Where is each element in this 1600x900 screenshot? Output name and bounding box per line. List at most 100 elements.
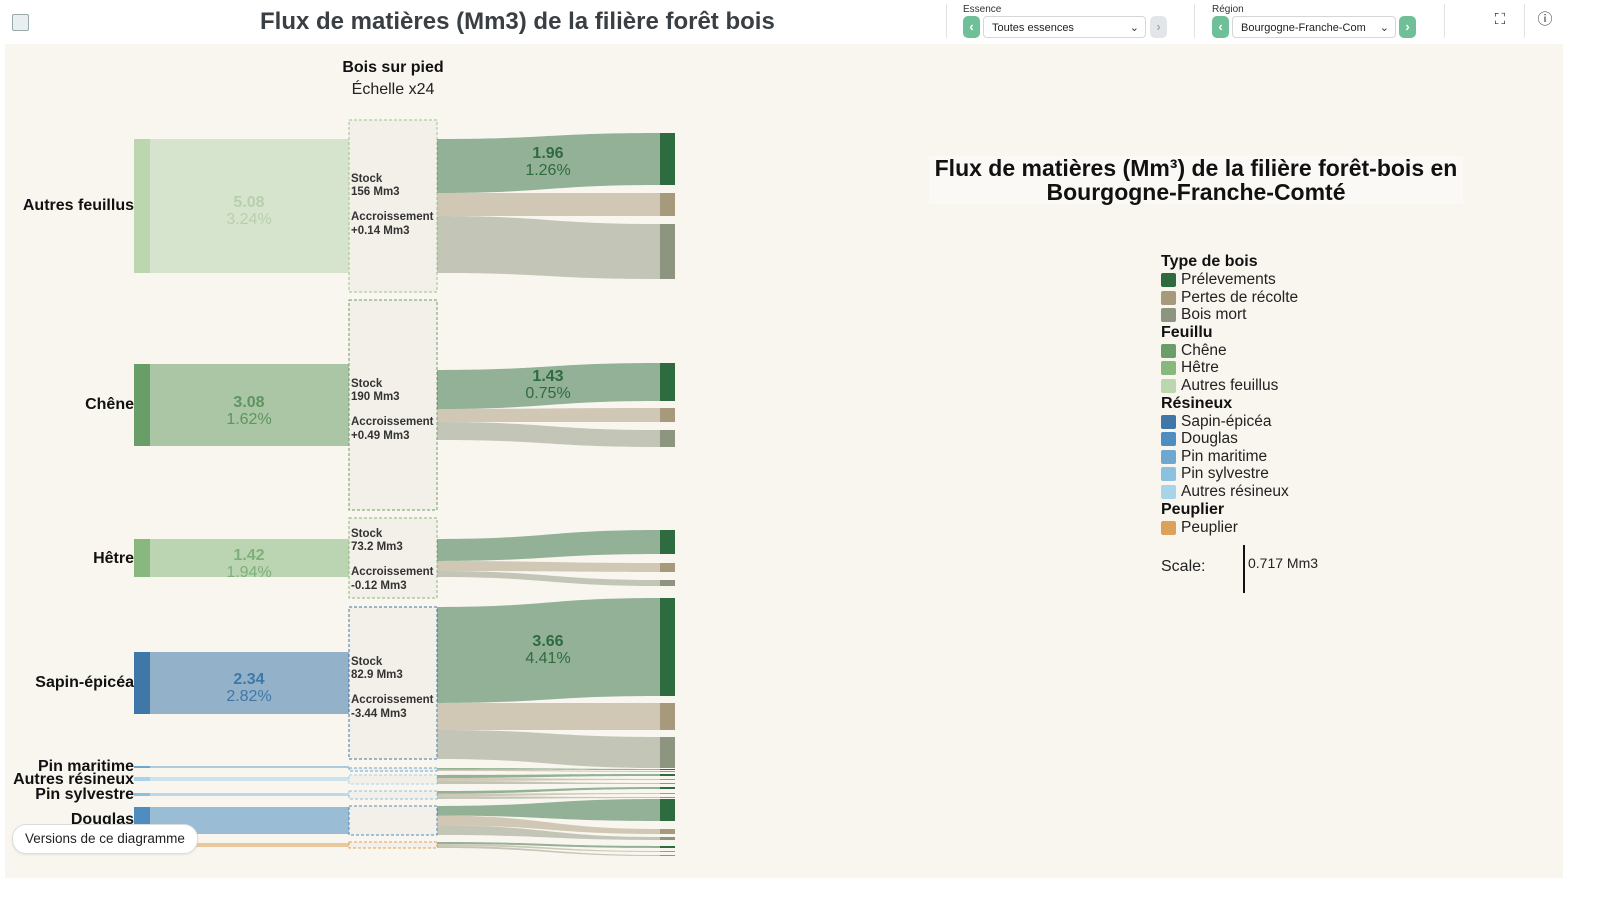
output-node	[660, 737, 675, 768]
output-node	[660, 408, 675, 422]
legend-swatch	[1161, 343, 1176, 358]
legend-item-label: Bois mort	[1181, 306, 1247, 324]
legend: Type de bois Prélevements Pertes de récolt…	[1161, 253, 1401, 536]
output-node	[660, 224, 675, 279]
species-node	[134, 364, 150, 446]
accroissement-flow	[150, 139, 349, 273]
species-node	[134, 766, 150, 768]
accroissement-label: Accroissement	[351, 416, 434, 428]
accroissement-value: -3.44 Mm3	[351, 708, 407, 720]
essence-label: Essence	[963, 4, 1002, 15]
legend-item-label: Pertes de récolte	[1181, 288, 1299, 306]
output-node	[660, 133, 675, 185]
species-node	[134, 793, 150, 796]
scale: Scale: 0.717 Mm3	[1161, 545, 1401, 595]
flow-percent-label: 1.62%	[226, 411, 271, 428]
divider	[1524, 4, 1525, 38]
stock-box	[348, 517, 438, 599]
legend-swatch	[1161, 308, 1176, 323]
divider	[1444, 4, 1445, 38]
legend-swatch	[1161, 520, 1176, 535]
output-node	[660, 793, 675, 794]
legend-item: Bois mort	[1161, 306, 1401, 324]
accroissement-label: Accroissement	[351, 694, 434, 706]
legend-group-title: Feuillu	[1161, 323, 1213, 341]
legend-item: Douglas	[1161, 430, 1401, 448]
accroissement-label: Accroissement	[351, 211, 434, 223]
legend-item: Chêne	[1161, 342, 1401, 360]
prelevements-value-label: 1.43	[532, 368, 563, 385]
output-node	[660, 799, 675, 821]
output-flow	[437, 844, 660, 852]
species-node	[134, 139, 150, 273]
stock-box	[348, 841, 438, 849]
versions-button[interactable]: Versions de ce diagramme	[12, 824, 198, 854]
accroissement-value: +0.49 Mm3	[351, 430, 410, 442]
output-node	[660, 783, 675, 784]
region-prev-button[interactable]: ‹	[1212, 16, 1229, 38]
legend-swatch	[1161, 273, 1176, 287]
output-node	[660, 193, 675, 216]
stock-box	[348, 805, 438, 836]
legend-item-label: Autres résineux	[1181, 482, 1289, 500]
legend-swatch	[1161, 432, 1176, 447]
flow-value-label: 3.08	[233, 394, 264, 411]
output-flow	[437, 422, 660, 447]
region-select[interactable]: Bourgogne-Franche-Com ⌄	[1232, 16, 1396, 38]
stock-box	[348, 606, 438, 760]
flow-value-label: 1.42	[233, 547, 264, 564]
essence-prev-button[interactable]: ‹	[963, 16, 980, 38]
legend-swatch	[1161, 467, 1176, 482]
accroissement-flow	[150, 777, 349, 781]
prelevements-percent-label: 1.26%	[525, 162, 570, 179]
species-label: Hêtre	[93, 550, 134, 567]
legend-item: Prélevements	[1161, 271, 1401, 289]
region-next-button[interactable]: ›	[1399, 16, 1416, 38]
species-label: Autres résineux	[13, 771, 134, 788]
prelevements-percent-label: 0.75%	[525, 385, 570, 402]
output-node	[660, 779, 675, 780]
output-flow	[437, 842, 660, 848]
output-node	[660, 829, 675, 834]
legend-item: Peuplier	[1161, 519, 1401, 537]
chevron-down-icon: ⌄	[1379, 22, 1389, 34]
output-flow	[437, 193, 660, 216]
sankey-diagram: Bois sur pied Échelle x24 Autres feuillus 5…	[13, 59, 675, 856]
legend-item-label: Prélevements	[1181, 271, 1276, 288]
legend-item: Hêtre	[1161, 359, 1401, 377]
stock-label: Stock	[351, 378, 383, 390]
output-flow	[437, 793, 660, 797]
top-bar: Flux de matières (Mm3) de la filière for…	[0, 0, 1600, 40]
logo-icon[interactable]	[12, 14, 29, 31]
output-node	[660, 846, 675, 848]
output-flow	[437, 796, 660, 799]
species-label: Autres feuillus	[23, 197, 134, 214]
accroissement-flow	[150, 652, 349, 714]
region-select-value: Bourgogne-Franche-Com	[1241, 22, 1366, 34]
accroissement-flow	[150, 539, 349, 577]
stock-value: 73.2 Mm3	[351, 541, 403, 553]
output-node	[660, 563, 675, 572]
fullscreen-icon[interactable]: ⛶	[1494, 11, 1506, 28]
essence-next-button[interactable]: ›	[1150, 16, 1167, 38]
essence-select[interactable]: Toutes essences ⌄	[983, 16, 1146, 38]
info-icon[interactable]: ⓘ	[1537, 11, 1553, 28]
page-title: Flux de matières (Mm3) de la filière for…	[260, 8, 775, 35]
output-flow	[437, 774, 660, 778]
species-label: Pin maritime	[38, 758, 134, 775]
accroissement-label: Accroissement	[351, 566, 434, 578]
stock-label: Stock	[351, 656, 383, 668]
output-node	[660, 769, 675, 770]
divider	[946, 4, 947, 38]
output-flow	[437, 216, 660, 279]
stock-box	[348, 774, 438, 785]
legend-item: Pin sylvestre	[1161, 465, 1401, 483]
stock-label: Stock	[351, 173, 383, 185]
legend-group-title: Type de bois	[1161, 253, 1258, 270]
stock-value: 190 Mm3	[351, 391, 400, 403]
flow-percent-label: 3.24%	[226, 211, 271, 228]
scale-label: Scale:	[1161, 558, 1206, 575]
chevron-down-icon: ⌄	[1129, 22, 1139, 34]
stock-box	[348, 299, 438, 511]
legend-item: Pertes de récolte	[1161, 289, 1401, 307]
